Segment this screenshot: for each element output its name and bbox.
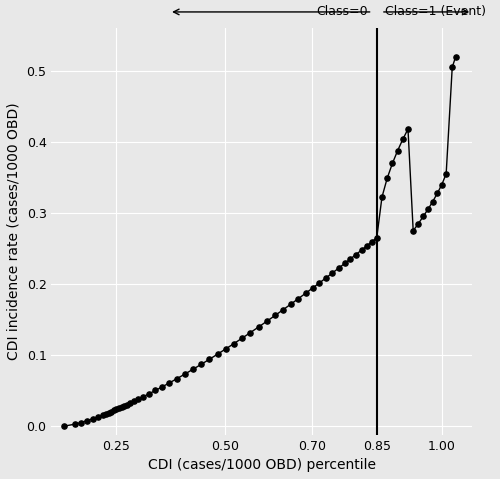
Point — [424, 205, 432, 213]
Point — [419, 213, 427, 220]
Point — [340, 260, 348, 267]
Point — [152, 387, 160, 394]
Point — [388, 160, 396, 167]
Point — [368, 238, 376, 246]
Y-axis label: CDI incidence rate (cases/1000 OBD): CDI incidence rate (cases/1000 OBD) — [7, 103, 21, 360]
Point — [294, 295, 302, 303]
Point — [254, 323, 262, 331]
Text: Class=1 (Event): Class=1 (Event) — [385, 5, 486, 18]
Point — [115, 404, 123, 412]
Point — [263, 317, 271, 325]
Point — [287, 300, 295, 308]
Point — [158, 383, 166, 390]
Point — [372, 234, 380, 241]
Point — [71, 420, 79, 428]
Point — [94, 413, 102, 421]
Point — [238, 334, 246, 342]
Point — [404, 125, 412, 133]
Point — [206, 355, 214, 363]
Point — [428, 198, 436, 205]
Point — [222, 345, 230, 353]
Point — [104, 409, 112, 416]
Point — [130, 398, 138, 405]
Point — [230, 340, 238, 347]
Point — [173, 375, 181, 382]
Point — [302, 289, 310, 297]
X-axis label: CDI (cases/1000 OBD) percentile: CDI (cases/1000 OBD) percentile — [148, 458, 376, 472]
Point — [98, 411, 106, 419]
Point — [102, 410, 110, 418]
Point — [308, 284, 316, 292]
Point — [77, 419, 85, 426]
Point — [89, 415, 97, 422]
Point — [409, 227, 417, 235]
Point — [358, 246, 366, 254]
Point — [352, 251, 360, 258]
Point — [197, 361, 205, 368]
Point — [118, 403, 126, 411]
Point — [140, 393, 147, 400]
Point — [346, 255, 354, 263]
Point — [107, 408, 115, 415]
Point — [328, 269, 336, 277]
Point — [378, 194, 386, 201]
Point — [110, 407, 118, 414]
Point — [83, 417, 91, 424]
Point — [363, 242, 371, 250]
Point — [279, 306, 287, 314]
Point — [383, 174, 391, 182]
Point — [452, 53, 460, 60]
Point — [316, 279, 324, 287]
Point — [189, 365, 197, 373]
Point — [399, 136, 407, 143]
Point — [434, 189, 442, 197]
Point — [448, 63, 456, 71]
Point — [438, 181, 446, 188]
Point — [181, 370, 189, 378]
Point — [145, 390, 153, 398]
Point — [134, 396, 142, 403]
Point — [120, 402, 128, 410]
Point — [246, 329, 254, 336]
Text: Class=0: Class=0 — [316, 5, 368, 18]
Point — [126, 399, 134, 407]
Point — [442, 170, 450, 178]
Point — [60, 422, 68, 430]
Point — [394, 147, 402, 155]
Point — [123, 401, 131, 409]
Point — [214, 350, 222, 358]
Point — [166, 379, 173, 387]
Point — [271, 311, 279, 319]
Point — [112, 406, 120, 413]
Point — [414, 220, 422, 228]
Point — [322, 274, 330, 282]
Point — [334, 264, 342, 272]
